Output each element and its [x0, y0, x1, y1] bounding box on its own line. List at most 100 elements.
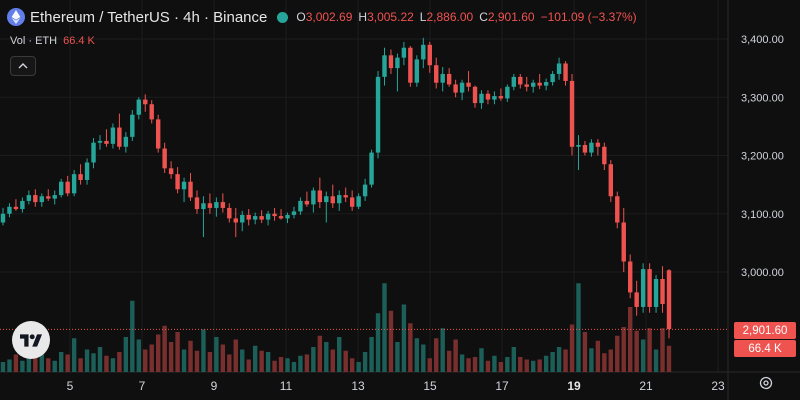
volume-bar [524, 359, 529, 372]
volume-bar [0, 362, 6, 372]
candle-body [84, 162, 90, 180]
symbol-title[interactable]: Ethereum / TetherUS · 4h · Binance [30, 8, 268, 26]
volume-label: Vol · ETH [10, 35, 58, 47]
volume-bar [388, 310, 394, 372]
volume-bar [324, 342, 329, 372]
candle-body [207, 203, 213, 208]
close-value: 2,901.60 [487, 10, 535, 24]
volume-bar [143, 349, 148, 372]
x-tick-label: 21 [639, 379, 653, 393]
volume-bar [479, 348, 484, 372]
volume-bar [214, 337, 219, 372]
candle-body [20, 200, 25, 210]
candle-body [291, 211, 297, 215]
volume-bar [459, 354, 465, 372]
candle-body [498, 96, 504, 99]
volume-bar [265, 352, 271, 372]
candle-body [479, 93, 484, 104]
ethereum-logo-icon [7, 8, 25, 26]
collapse-legend-button[interactable] [10, 56, 36, 76]
candle-body [311, 190, 316, 205]
volume-legend: Vol · ETH 66.4 K [10, 35, 95, 47]
candle-body [33, 195, 38, 203]
candle-body [298, 200, 303, 212]
x-tick-label: 17 [495, 379, 509, 393]
volume-bar [621, 327, 626, 372]
candle-body [550, 73, 555, 83]
volume-bar [52, 360, 57, 372]
candle-body [130, 114, 135, 137]
low-value: 2,886.00 [426, 10, 474, 24]
candle-body [666, 270, 672, 330]
volume-bar [149, 344, 154, 372]
candle-body [485, 93, 491, 100]
candle-body [362, 184, 368, 197]
candle-body [252, 216, 258, 220]
candle-body [58, 181, 64, 196]
candle-body [388, 55, 394, 69]
candle-body [524, 84, 529, 87]
candle-body [337, 195, 342, 204]
volume-bar [414, 338, 420, 372]
volume-bar [615, 335, 620, 372]
volume-bar [13, 354, 19, 372]
candle-body [162, 148, 167, 169]
volume-bar [653, 349, 659, 372]
volume-bar [130, 300, 135, 372]
volume-bar [136, 339, 141, 372]
volume-bar [543, 355, 549, 372]
candle-body [556, 63, 562, 74]
candle-body [246, 214, 251, 220]
candle-body [227, 207, 232, 219]
candle-body [595, 142, 601, 147]
y-tick-label: 3,300.00 [741, 92, 784, 104]
candle-body [446, 73, 452, 85]
candle-body [343, 195, 348, 198]
candle-body [143, 99, 148, 105]
volume-bar [427, 358, 432, 372]
settings-gear-icon[interactable] [758, 375, 774, 391]
volume-bar [511, 347, 517, 372]
candle-body [194, 197, 200, 210]
live-dot-icon [277, 11, 289, 23]
volume-bar [395, 342, 400, 372]
candle-body [434, 65, 439, 83]
volume-bar [602, 353, 607, 372]
candle-body [640, 269, 646, 307]
volume-bar [233, 339, 238, 372]
volume-bar [550, 352, 555, 372]
candle-body [421, 44, 426, 60]
volume-tag: 66.4 K [734, 340, 796, 357]
volume-bar [337, 337, 342, 372]
volume-bar [608, 349, 614, 372]
volume-bar [201, 329, 206, 372]
volume-bar [537, 359, 542, 372]
volume-bar [155, 334, 161, 372]
candle-body [427, 44, 432, 66]
tradingview-logo-icon[interactable] [12, 321, 50, 359]
candle-body [569, 80, 575, 147]
volume-bar [434, 338, 439, 372]
volume-bar [453, 339, 458, 372]
volume-bar [71, 338, 77, 372]
chevron-up-icon [18, 63, 28, 69]
candle-body [240, 214, 245, 223]
candle-body [149, 104, 154, 120]
candle-body [175, 174, 180, 190]
volume-bar [576, 283, 581, 372]
candle-body [65, 181, 70, 194]
candle-body [104, 140, 109, 144]
volume-bar [343, 350, 348, 372]
volume-bar [181, 349, 187, 372]
volume-bar [375, 313, 381, 372]
x-tick-label: 23 [711, 379, 725, 393]
candle-body [304, 200, 310, 205]
candle-body [317, 190, 323, 203]
candle-body [375, 76, 381, 153]
volume-bar [330, 349, 335, 372]
chart-header: Ethereum / TetherUS · 4h · Binance O3,00… [7, 8, 637, 26]
candle-body [46, 196, 51, 199]
candle-body [78, 174, 83, 180]
